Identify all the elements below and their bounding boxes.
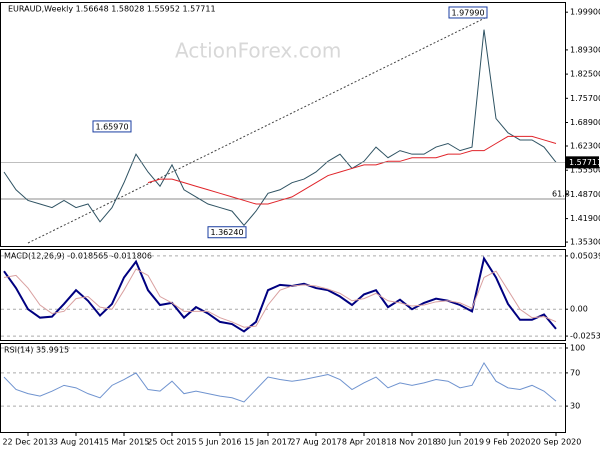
y-tick-label: 1.89300: [570, 45, 600, 54]
y-tick-label: 1.41900: [570, 214, 600, 223]
annotation-box: [207, 226, 247, 239]
annotation-label: 1.65970: [95, 122, 128, 131]
last-price-box: [566, 156, 599, 169]
y-tick-label: 1.82500: [570, 70, 600, 79]
x-tick-label: 15 Mar 2015: [99, 438, 150, 447]
x-tick-label: 18 Nov 2018: [386, 438, 437, 447]
annotation-box: [448, 6, 488, 19]
x-tick-label: 15 Jan 2017: [244, 438, 292, 447]
rsi-title: RSI(14) 35.9915: [4, 346, 69, 355]
y-tick-label: 1.35300: [570, 238, 600, 247]
watermark: ActionForex.com: [175, 39, 341, 63]
annotation-box: [92, 120, 132, 133]
series-line: [3, 255, 557, 333]
rsi-panel: [0, 343, 566, 433]
y-tick-label: 1.68900: [570, 118, 600, 127]
x-tick-label: 25 Oct 2015: [147, 438, 196, 447]
chart-title: EURAUD,Weekly 1.56648 1.58028 1.55952 1.…: [8, 5, 216, 14]
x-tick-label: 27 Aug 2017: [290, 438, 341, 447]
x-tick-label: 8 Apr 2018: [342, 438, 386, 447]
y-tick-label: 1.75700: [570, 94, 600, 103]
series-line: [3, 29, 557, 227]
x-tick-label: 5 Jun 2016: [198, 438, 241, 447]
trend-line: [27, 16, 488, 244]
y-tick-label: 0.050391: [570, 251, 600, 260]
annotation-label: 1.97990: [451, 8, 484, 17]
price-panel: [0, 2, 566, 247]
last-price-label: 1.57711: [569, 158, 600, 167]
x-tick-label: 9 Feb 2020: [486, 438, 531, 447]
macd-panel: [0, 249, 566, 341]
y-tick-label: 0.00: [570, 305, 588, 314]
series-line: [3, 268, 557, 328]
series-line: [3, 361, 557, 403]
x-tick-label: 3 Aug 2014: [53, 438, 99, 447]
y-tick-label: 100: [570, 344, 585, 353]
x-tick-label: 20 Sep 2020: [531, 438, 582, 447]
x-tick-label: 30 Jun 2019: [436, 438, 484, 447]
y-tick-label: 1.55500: [570, 166, 600, 175]
series-line: [147, 135, 557, 205]
y-tick-label: 30: [570, 402, 580, 411]
fib-level-label: 61.8: [552, 190, 570, 199]
y-tick-label: 1.48700: [570, 190, 600, 199]
annotation-label: 1.36240: [210, 228, 243, 237]
x-tick-label: 22 Dec 2013: [2, 438, 53, 447]
y-tick-label: 70: [570, 368, 580, 377]
y-tick-label: -0.025396: [570, 332, 600, 341]
y-tick-label: 1.62300: [570, 141, 600, 150]
macd-title: MACD(12,26,9) -0.018565 -0.011806: [4, 252, 152, 261]
y-tick-label: 1.99900: [570, 8, 600, 17]
